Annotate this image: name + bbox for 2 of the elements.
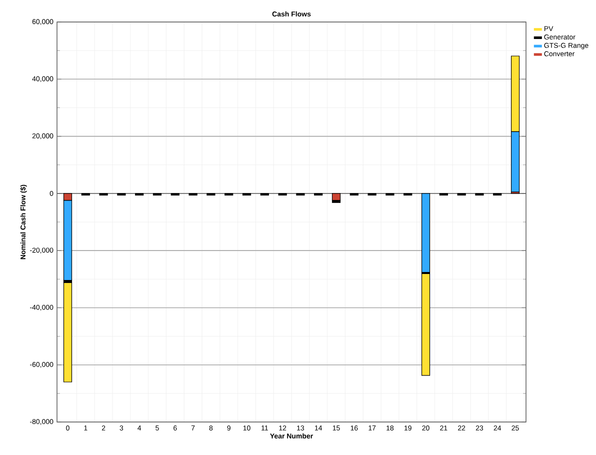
bar — [63, 282, 72, 382]
bar — [332, 193, 341, 201]
